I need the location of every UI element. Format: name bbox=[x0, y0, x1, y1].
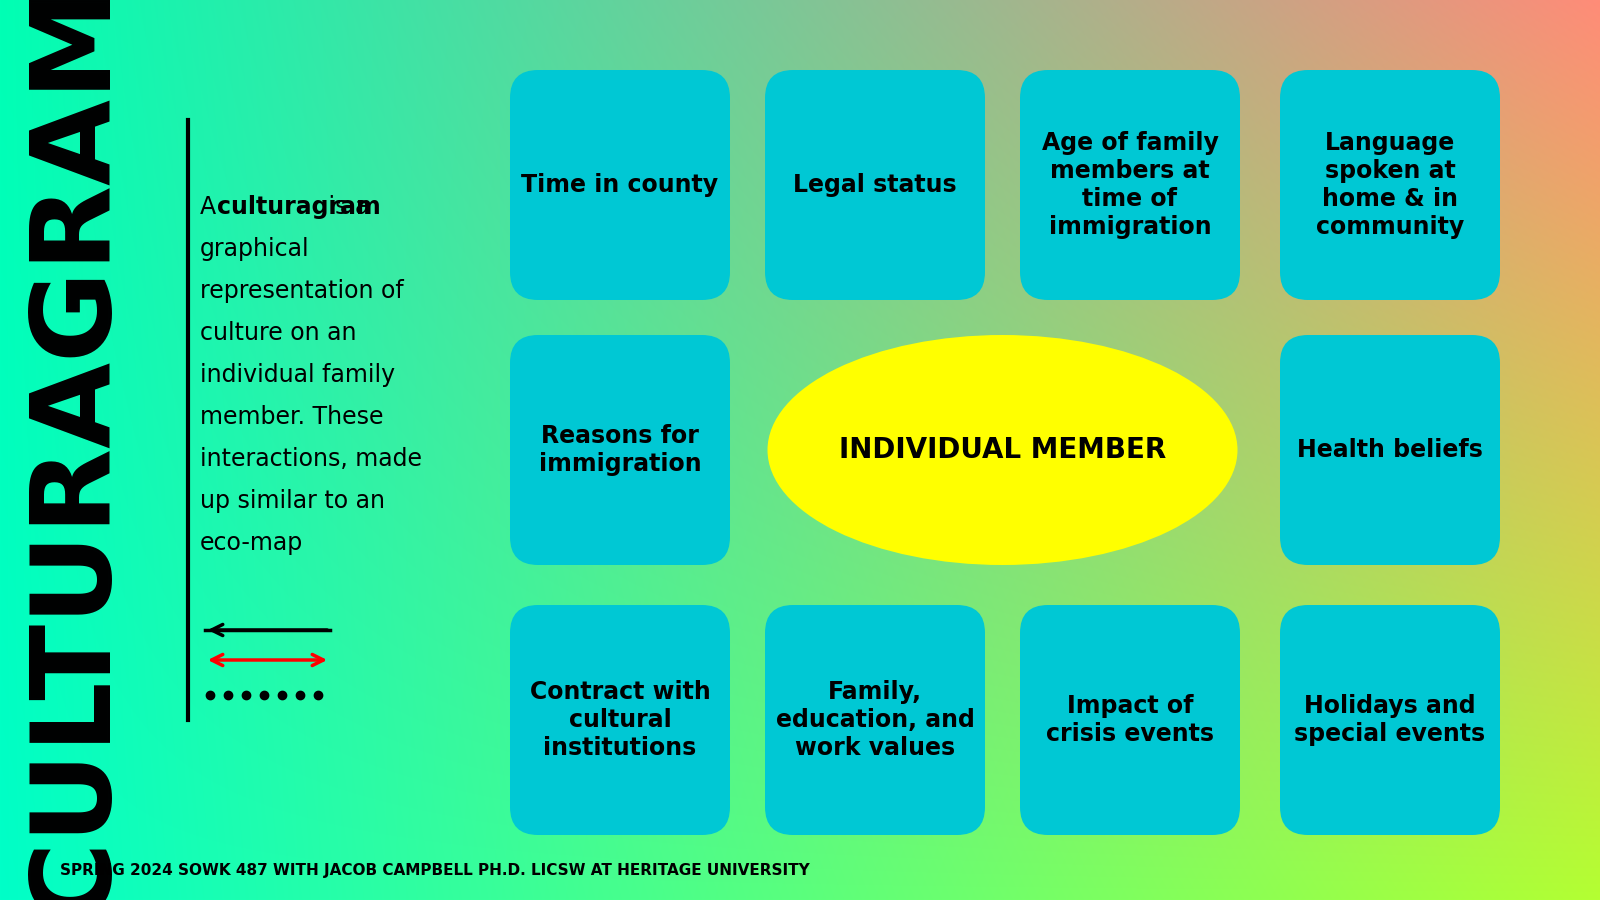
Text: representation of: representation of bbox=[200, 279, 403, 303]
Text: Holidays and
special events: Holidays and special events bbox=[1294, 694, 1485, 746]
Text: eco-map: eco-map bbox=[200, 531, 304, 555]
Text: INDIVIDUAL MEMBER: INDIVIDUAL MEMBER bbox=[838, 436, 1166, 464]
Text: culturagram: culturagram bbox=[218, 195, 381, 219]
Text: culture on an: culture on an bbox=[200, 321, 357, 345]
Text: member. These: member. These bbox=[200, 405, 384, 429]
Text: Health beliefs: Health beliefs bbox=[1298, 438, 1483, 462]
Text: is a: is a bbox=[322, 195, 370, 219]
Text: SPRING 2024 SOWK 487 WITH JACOB CAMPBELL PH.D. LICSW AT HERITAGE UNIVERSITY: SPRING 2024 SOWK 487 WITH JACOB CAMPBELL… bbox=[61, 862, 810, 878]
Text: Time in county: Time in county bbox=[522, 173, 718, 197]
FancyBboxPatch shape bbox=[510, 335, 730, 565]
FancyBboxPatch shape bbox=[1021, 70, 1240, 300]
Text: individual family: individual family bbox=[200, 363, 395, 387]
Text: A: A bbox=[200, 195, 224, 219]
Text: Legal status: Legal status bbox=[794, 173, 957, 197]
Text: up similar to an: up similar to an bbox=[200, 489, 386, 513]
Text: Contract with
cultural
institutions: Contract with cultural institutions bbox=[530, 680, 710, 760]
Text: Impact of
crisis events: Impact of crisis events bbox=[1046, 694, 1214, 746]
Text: graphical: graphical bbox=[200, 237, 310, 261]
Ellipse shape bbox=[768, 335, 1237, 565]
FancyBboxPatch shape bbox=[1280, 605, 1501, 835]
Text: Reasons for
immigration: Reasons for immigration bbox=[539, 424, 701, 476]
Text: Family,
education, and
work values: Family, education, and work values bbox=[776, 680, 974, 760]
Text: CULTURAGRAM: CULTURAGRAM bbox=[21, 0, 128, 900]
Text: Language
spoken at
home & in
community: Language spoken at home & in community bbox=[1315, 131, 1464, 239]
FancyBboxPatch shape bbox=[765, 605, 986, 835]
FancyBboxPatch shape bbox=[1280, 335, 1501, 565]
FancyBboxPatch shape bbox=[1280, 70, 1501, 300]
FancyBboxPatch shape bbox=[765, 70, 986, 300]
Text: interactions, made: interactions, made bbox=[200, 447, 422, 471]
FancyBboxPatch shape bbox=[510, 70, 730, 300]
Text: Age of family
members at
time of
immigration: Age of family members at time of immigra… bbox=[1042, 131, 1219, 239]
FancyBboxPatch shape bbox=[510, 605, 730, 835]
FancyBboxPatch shape bbox=[1021, 605, 1240, 835]
